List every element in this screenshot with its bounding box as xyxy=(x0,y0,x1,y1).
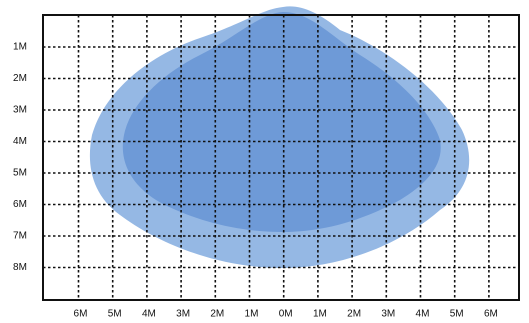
y-label: 7M xyxy=(13,231,27,242)
x-label: 5M xyxy=(108,309,122,320)
x-label: 3M xyxy=(176,309,190,320)
x-label: 3M xyxy=(381,309,395,320)
x-label: 1M xyxy=(245,309,259,320)
y-label: 1M xyxy=(13,42,27,53)
x-label: 5M xyxy=(450,309,464,320)
x-label: 4M xyxy=(142,309,156,320)
x-label: 0M xyxy=(279,309,293,320)
x-label: 1M xyxy=(313,309,327,320)
x-label: 6M xyxy=(74,309,88,320)
x-label: 6M xyxy=(484,309,498,320)
x-label: 2M xyxy=(210,309,224,320)
y-label: 6M xyxy=(13,199,27,210)
frame xyxy=(42,14,520,301)
y-label: 5M xyxy=(13,168,27,179)
x-label: 4M xyxy=(416,309,430,320)
y-label: 4M xyxy=(13,136,27,147)
y-label: 8M xyxy=(13,262,27,273)
y-label: 3M xyxy=(13,105,27,116)
inner-coverage xyxy=(122,12,441,232)
y-label: 2M xyxy=(13,73,27,84)
x-label: 2M xyxy=(347,309,361,320)
grid-lines xyxy=(43,15,519,300)
